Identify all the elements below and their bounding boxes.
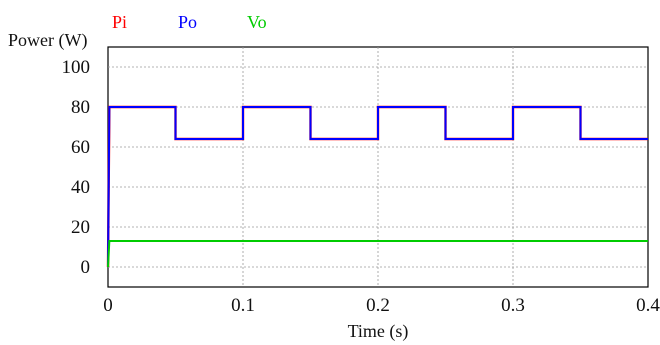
x-axis-title: Time (s)	[348, 321, 409, 342]
y-tick-label: 100	[62, 57, 91, 78]
series-group	[106, 105, 648, 268]
x-tick-label: 0	[103, 295, 113, 316]
series-line-po	[107, 106, 648, 268]
y-axis-title: Power (W)	[8, 30, 87, 51]
y-tick-label: 20	[71, 217, 90, 238]
series-line-vo	[107, 240, 648, 268]
x-tick-label: 0.2	[366, 295, 390, 316]
legend: Pi Po Vo	[112, 12, 267, 32]
legend-label-pi: Pi	[112, 12, 127, 32]
y-tick-label: 0	[81, 257, 91, 278]
grid-lines	[108, 47, 648, 287]
y-tick-label: 40	[71, 177, 90, 198]
x-tick-label: 0.1	[231, 295, 255, 316]
legend-label-po: Po	[178, 12, 197, 32]
x-tick-labels: 0 0.1 0.2 0.3 0.4	[103, 295, 660, 316]
y-tick-label: 60	[71, 137, 90, 158]
legend-label-vo: Vo	[247, 12, 267, 32]
y-tick-label: 80	[71, 97, 90, 118]
x-tick-label: 0.4	[636, 295, 660, 316]
x-tick-label: 0.3	[501, 295, 525, 316]
y-tick-labels: 0 20 40 60 80 100	[62, 57, 91, 278]
